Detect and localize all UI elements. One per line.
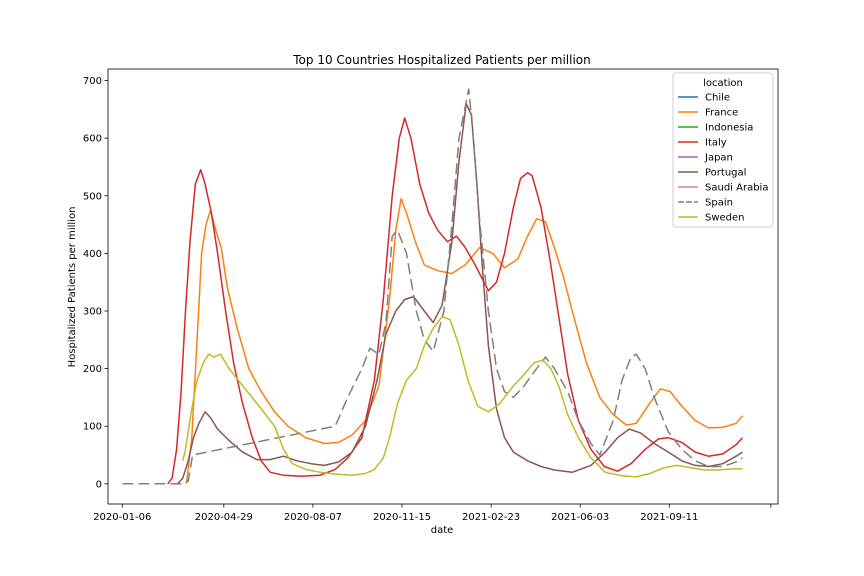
series-line-italy [167, 117, 743, 485]
legend-entry: Saudi Arabia [705, 183, 768, 194]
x-tick-label: 2020-08-07 [284, 512, 342, 523]
x-tick-label: 2021-09-11 [640, 512, 698, 523]
series-line-sweden [182, 315, 743, 478]
y-tick-label: 600 [83, 134, 102, 145]
x-axis-label: date [431, 525, 454, 536]
legend: location Chile France Indonesia Italy Japan Po… [672, 72, 774, 228]
y-tick-label: 200 [83, 364, 102, 375]
legend-entry: Spain [705, 198, 733, 209]
y-tick-label: 300 [83, 306, 102, 317]
legend-entry: Portugal [705, 168, 746, 179]
x-tick-label: 2020-11-15 [373, 512, 431, 523]
y-tick-label: 500 [83, 191, 102, 202]
y-tick-label: 100 [83, 422, 102, 433]
y-tick-label: 400 [83, 249, 102, 260]
y-tick-label: 0 [96, 479, 102, 490]
axes-layer: 0 100 200 300 400 500 600 700 2020-01-06 2020-04-… [83, 68, 779, 523]
x-tick-label: 2021-06-03 [551, 512, 609, 523]
legend-title: location [703, 78, 743, 89]
x-tick-label: 2021-02-23 [462, 512, 520, 523]
legend-entry: Chile [705, 93, 730, 104]
series-layer [122, 88, 743, 485]
series-line-portugal [176, 102, 743, 485]
y-tick-label: 700 [83, 76, 102, 87]
x-tick-label: 2020-04-29 [195, 512, 253, 523]
chart-title: Top 10 Countries Hospitalized Patients p… [292, 53, 590, 67]
legend-entry: Italy [705, 138, 727, 149]
legend-entry: Indonesia [705, 123, 753, 134]
y-axis-label: Hospitalized Patients per million [67, 207, 78, 368]
legend-entry: Sweden [705, 213, 745, 224]
series-line-france [185, 197, 743, 484]
legend-entry: Japan [704, 153, 733, 164]
legend-entry: France [705, 108, 738, 119]
x-tick-label: 2020-01-06 [93, 512, 151, 523]
series-line-spain [122, 88, 743, 485]
plot-frame [107, 68, 779, 505]
